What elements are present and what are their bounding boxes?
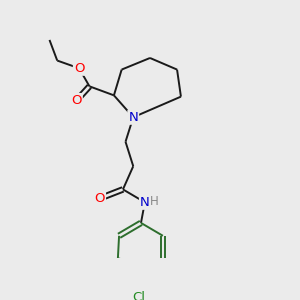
Text: O: O [74,62,84,75]
Text: H: H [150,194,159,208]
Text: N: N [128,111,138,124]
Text: O: O [94,192,105,205]
Text: Cl: Cl [132,291,145,300]
Text: N: N [140,196,150,209]
Text: O: O [71,94,82,107]
